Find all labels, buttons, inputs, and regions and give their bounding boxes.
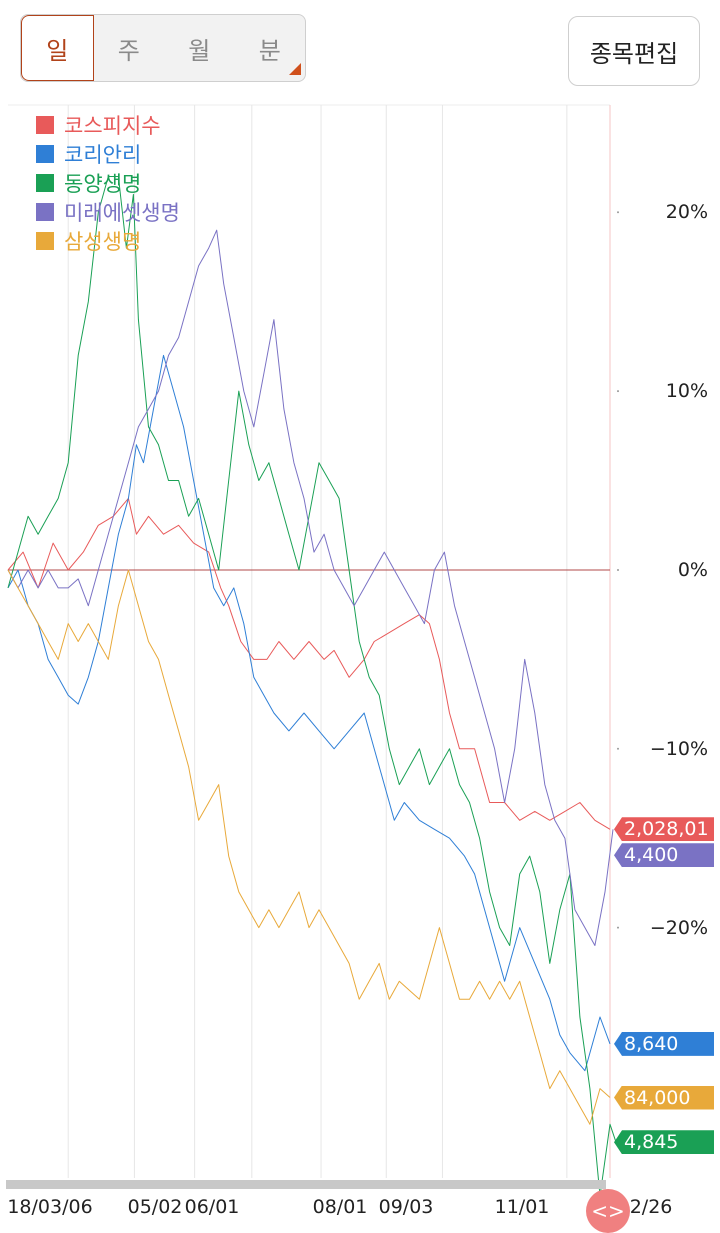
x-tick-label: 08/01 <box>312 1196 368 1218</box>
y-tick-mark-0 <box>617 211 619 214</box>
y-tick-mark-3 <box>617 747 619 750</box>
legend-label: 코리안리 <box>64 142 142 167</box>
legend-item[interactable]: 삼성생명 <box>36 226 180 255</box>
chart-scrollbar[interactable] <box>6 1180 606 1189</box>
legend-swatch <box>36 173 54 192</box>
y-tick-mark-4 <box>617 926 619 929</box>
period-tabs: 일 주 월 분 <box>20 14 306 82</box>
legend-swatch <box>36 115 54 134</box>
chart-nav-button[interactable]: <> <box>586 1189 630 1233</box>
y-tick-label: 0% <box>677 558 708 581</box>
last-value-tag: 2,028,01 <box>614 817 714 842</box>
tab-day[interactable]: 일 <box>21 15 94 81</box>
last-value-tag: 4,845 <box>614 1130 714 1155</box>
legend-label: 미래에셋생명 <box>64 200 180 225</box>
x-tick-label: 09/03 <box>378 1196 434 1218</box>
x-tick-label: 18/03/06 <box>7 1196 93 1218</box>
legend-label: 삼성생명 <box>64 229 142 254</box>
legend-item[interactable]: 동양생명 <box>36 168 180 197</box>
series-line-2 <box>7 176 617 1197</box>
y-tick-mark-2 <box>617 568 619 571</box>
tab-day-label: 일 <box>46 36 69 65</box>
x-tick-label: 12/26 <box>617 1196 673 1218</box>
y-tick-label: −20% <box>649 916 708 939</box>
x-tick-label: 05/02 <box>127 1196 183 1218</box>
legend-label: 동양생명 <box>64 171 142 196</box>
last-value-tag: 84,000 <box>614 1085 714 1110</box>
legend-swatch <box>36 202 54 221</box>
legend-swatch <box>36 231 54 250</box>
tab-minute[interactable]: 분 <box>235 15 306 81</box>
series-line-0 <box>7 497 611 830</box>
dropdown-corner-icon <box>289 63 301 75</box>
tab-week-label: 주 <box>117 36 140 65</box>
edit-stocks-button[interactable]: 종목편집 <box>568 16 700 86</box>
tab-week[interactable]: 주 <box>94 15 165 81</box>
last-value-tag: 8,640 <box>614 1031 714 1056</box>
tab-month[interactable]: 월 <box>164 15 235 81</box>
legend-swatch <box>36 144 54 163</box>
legend-item[interactable]: 미래에셋생명 <box>36 197 180 226</box>
legend-item[interactable]: 코스피지수 <box>36 110 180 139</box>
series-line-1 <box>7 354 611 1072</box>
x-tick-label: 11/01 <box>494 1196 550 1218</box>
legend-label: 코스피지수 <box>64 113 161 138</box>
tab-month-label: 월 <box>188 36 211 65</box>
legend-item[interactable]: 코리안리 <box>36 139 180 168</box>
y-tick-label: −10% <box>649 737 708 760</box>
last-value-tag: 4,400 <box>614 843 714 868</box>
y-tick-mark-1 <box>617 390 619 393</box>
y-tick-label: 10% <box>665 380 708 403</box>
tab-minute-label: 분 <box>258 36 281 65</box>
series-line-4 <box>7 569 611 1125</box>
x-tick-label: 06/01 <box>184 1196 240 1218</box>
y-tick-label: 20% <box>665 201 708 224</box>
series-line-3 <box>7 229 614 946</box>
